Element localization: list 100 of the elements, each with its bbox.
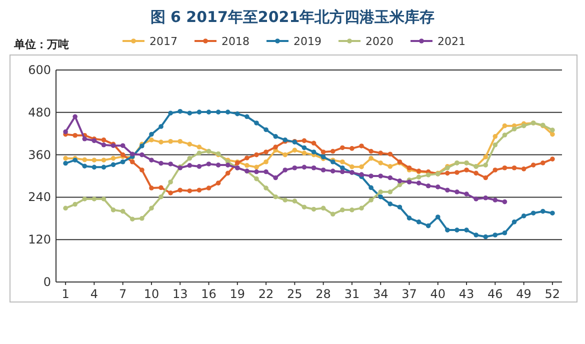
point <box>445 170 450 176</box>
point <box>110 208 116 212</box>
x-tick-label: 28 <box>316 287 331 301</box>
point <box>311 150 316 154</box>
point <box>158 124 164 129</box>
point <box>464 192 469 196</box>
point <box>282 168 288 172</box>
legend-label: 2019 <box>294 35 322 48</box>
point <box>92 196 97 202</box>
point <box>187 156 192 161</box>
point <box>302 204 307 210</box>
point <box>502 199 508 204</box>
point <box>302 150 307 156</box>
point <box>502 230 508 236</box>
point <box>445 228 450 232</box>
point <box>273 175 278 180</box>
point <box>292 148 298 153</box>
legend-label: 2021 <box>438 35 466 48</box>
point <box>168 180 173 184</box>
point <box>378 160 384 166</box>
point <box>388 175 393 180</box>
point <box>502 132 508 138</box>
point <box>264 150 268 154</box>
point <box>483 154 488 160</box>
point <box>416 220 422 224</box>
point <box>474 196 478 202</box>
x-tick-label: 34 <box>372 287 388 301</box>
point <box>550 132 555 137</box>
x-tick-label: 13 <box>172 287 188 301</box>
point <box>196 188 202 193</box>
point <box>158 140 164 144</box>
point <box>82 164 88 169</box>
point <box>416 174 422 180</box>
point <box>483 234 488 240</box>
point <box>378 190 384 194</box>
point <box>187 142 192 147</box>
point <box>445 188 450 193</box>
point <box>140 216 144 221</box>
point <box>158 185 164 190</box>
point <box>168 162 173 166</box>
legend-label: 2020 <box>366 35 394 48</box>
point <box>492 142 498 148</box>
y-tick-label: 480 <box>28 105 51 120</box>
point <box>406 216 412 220</box>
x-tick-label: 1 <box>62 287 70 301</box>
point <box>206 186 212 190</box>
point <box>378 194 384 200</box>
point <box>416 180 422 186</box>
point <box>158 160 164 166</box>
point <box>149 206 154 211</box>
point <box>359 144 364 148</box>
point <box>292 165 298 170</box>
point <box>282 198 288 202</box>
point <box>330 212 336 217</box>
point <box>368 148 374 154</box>
point <box>140 152 144 158</box>
point <box>120 208 126 214</box>
point <box>149 132 154 137</box>
point <box>512 165 517 170</box>
point <box>130 216 135 222</box>
point <box>350 146 354 151</box>
point <box>101 158 106 162</box>
point <box>302 145 307 150</box>
point <box>350 164 354 170</box>
point <box>540 208 546 214</box>
point <box>63 129 68 134</box>
x-tick-label: 31 <box>344 287 360 301</box>
point <box>464 228 469 232</box>
point <box>521 166 526 172</box>
point <box>330 148 336 154</box>
point <box>388 190 393 194</box>
point <box>92 164 97 170</box>
point <box>502 123 508 128</box>
point <box>178 188 183 193</box>
point <box>359 172 364 177</box>
x-tick-label: 22 <box>258 287 274 301</box>
x-tick-label: 19 <box>230 287 246 301</box>
point <box>101 196 106 202</box>
point <box>492 232 498 238</box>
point <box>120 159 126 164</box>
point <box>216 110 221 114</box>
point <box>388 202 393 206</box>
point <box>196 150 202 156</box>
point <box>320 206 326 211</box>
point <box>483 175 488 180</box>
point <box>426 183 431 188</box>
point <box>474 232 478 238</box>
point <box>254 169 259 174</box>
point <box>149 138 154 142</box>
point <box>206 162 212 166</box>
point <box>244 156 250 160</box>
point <box>110 156 116 161</box>
point <box>72 202 78 207</box>
point <box>244 163 250 168</box>
point <box>406 180 412 184</box>
x-tick-label: 49 <box>516 287 532 301</box>
point <box>130 152 135 156</box>
point <box>359 164 364 170</box>
point <box>264 169 268 174</box>
point <box>492 168 498 172</box>
